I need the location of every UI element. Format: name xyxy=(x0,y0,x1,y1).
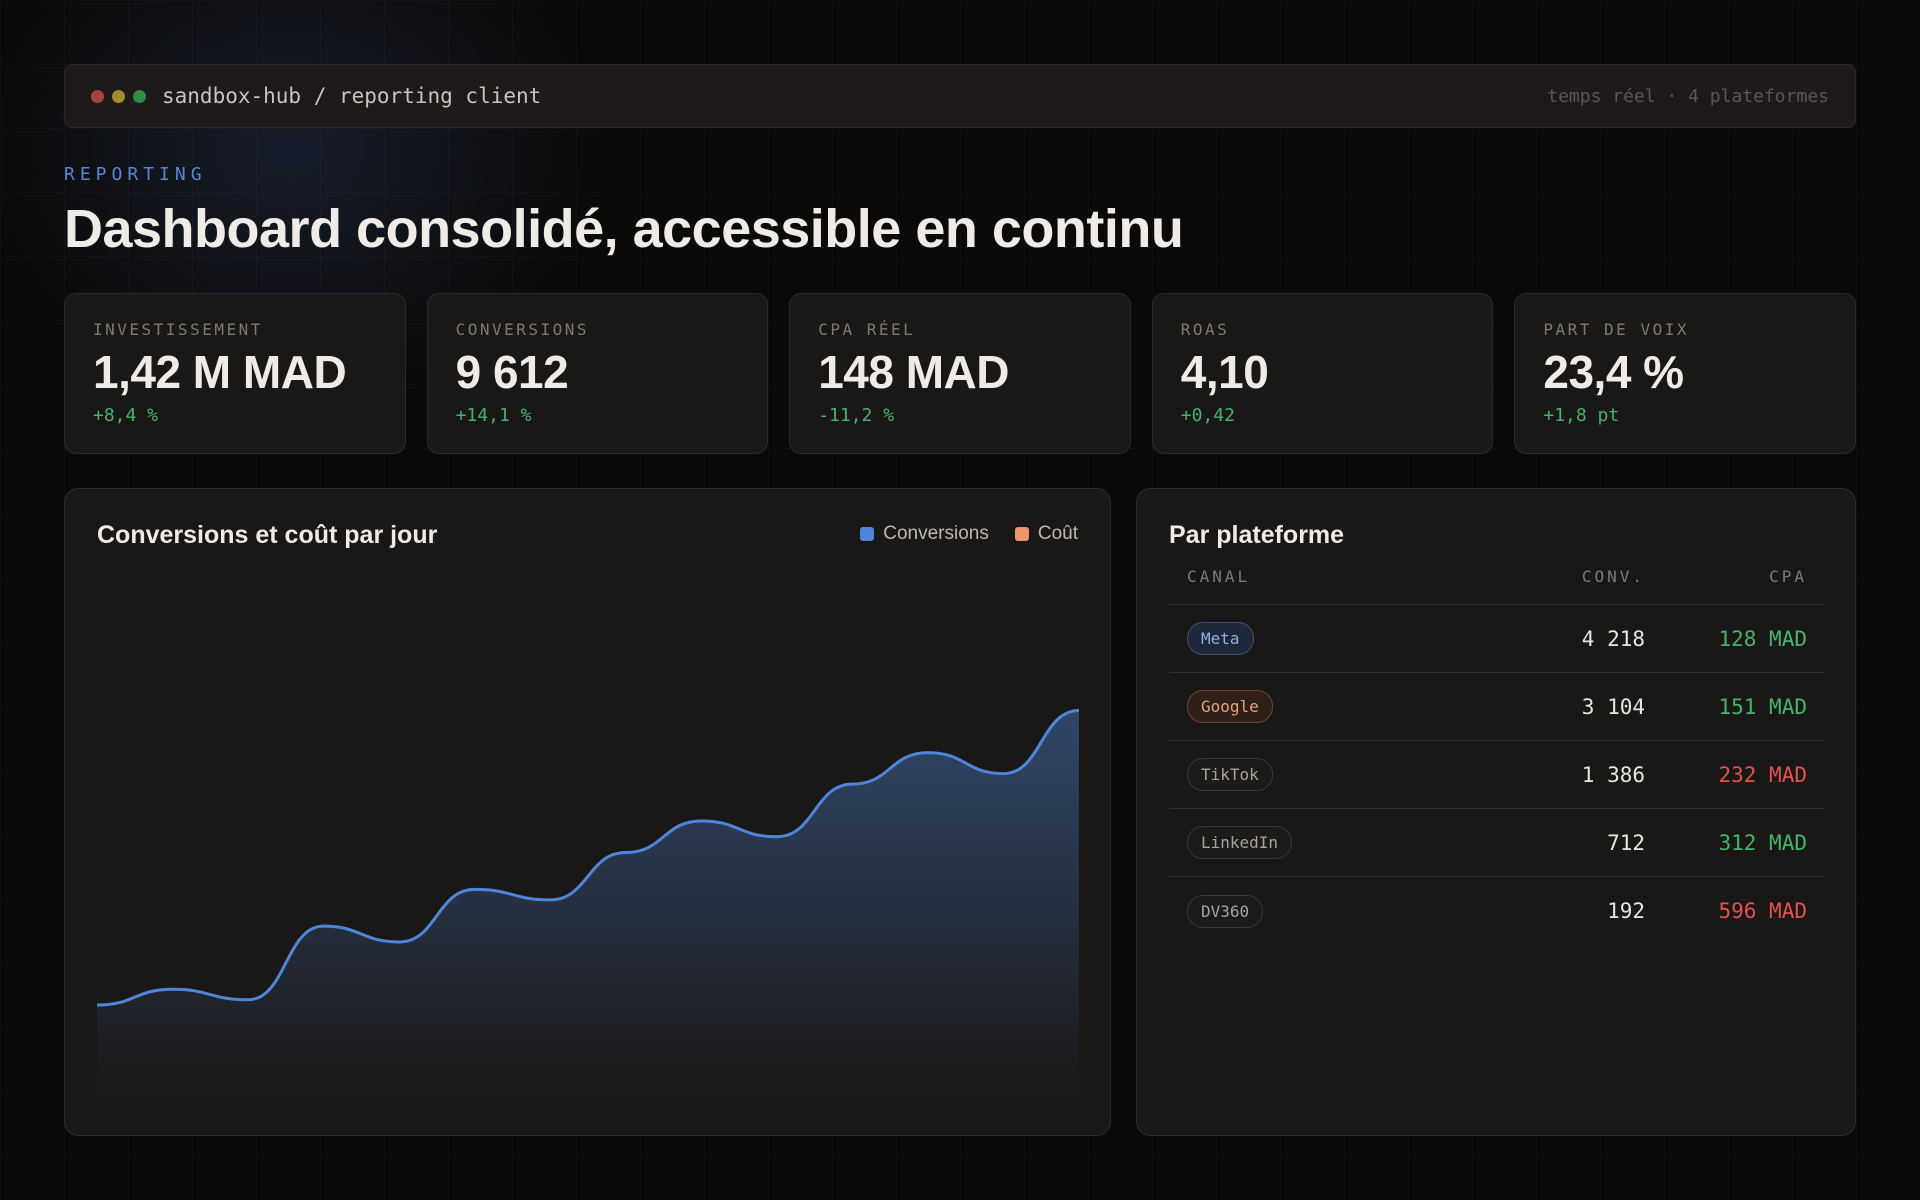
platform-table: CANAL CONV. CPA Meta 4 218 128 MAD Googl… xyxy=(1169,567,1825,945)
kpi-label: CPA RÉEL xyxy=(818,320,916,339)
cpa-cell: 151 MAD xyxy=(1718,694,1807,719)
legend-item-cout[interactable]: Coût xyxy=(1014,523,1078,545)
channel-badge: TikTok xyxy=(1187,758,1273,791)
data-point-9[interactable] xyxy=(771,831,783,843)
table-header: CANAL CONV. CPA xyxy=(1169,567,1825,605)
kpi-value: 148 MAD xyxy=(818,346,1009,398)
breadcrumb: sandbox-hub / reporting client xyxy=(162,84,542,108)
channel-badge: Google xyxy=(1187,690,1273,723)
kpi-value: 23,4 % xyxy=(1543,346,1684,398)
data-point-10[interactable] xyxy=(846,778,858,790)
cpa-cell: 312 MAD xyxy=(1718,830,1807,855)
window-controls xyxy=(91,89,146,103)
column-header-conv[interactable]: CONV. xyxy=(1581,567,1645,586)
kpi-label: ROAS xyxy=(1180,320,1230,339)
kpi-card-roas: ROAS 4,10 +0,42 xyxy=(1151,293,1494,454)
channel-badge: DV360 xyxy=(1187,894,1264,928)
table-row[interactable]: Google 3 104 151 MAD xyxy=(1169,673,1825,741)
legend-item-conversions[interactable]: Conversions xyxy=(860,523,989,545)
table-row[interactable]: DV360 192 596 MAD xyxy=(1169,877,1825,945)
legend-label: Coût xyxy=(1037,523,1078,544)
kpi-delta: +14,1 % xyxy=(455,405,532,426)
cpa-cell: 128 MAD xyxy=(1718,626,1807,651)
kpi-value: 9 612 xyxy=(455,346,569,398)
conversions-cell: 712 xyxy=(1607,830,1645,855)
window-titlebar: sandbox-hub / reporting client temps rée… xyxy=(64,64,1856,128)
kpi-label: CONVERSIONS xyxy=(455,320,590,339)
platform-title: Par plateforme xyxy=(1169,521,1345,549)
chart-title: Conversions et coût par jour xyxy=(97,521,438,549)
status-text: temps réel · 4 plateformes xyxy=(1547,85,1829,107)
table-row[interactable]: Meta 4 218 128 MAD xyxy=(1169,605,1825,673)
conversions-cell: 4 218 xyxy=(1581,626,1645,651)
kpi-value: 4,10 xyxy=(1180,346,1269,398)
data-point-4[interactable] xyxy=(393,936,405,948)
channel-badge: LinkedIn xyxy=(1187,826,1293,859)
chart-panel: Conversions et coût par jour Conversions… xyxy=(64,488,1111,1136)
cpa-cell: 232 MAD xyxy=(1718,762,1807,787)
kpi-label: INVESTISSEMENT xyxy=(93,320,263,339)
data-point-3[interactable] xyxy=(318,920,330,932)
legend-swatch xyxy=(1014,527,1029,541)
table-row[interactable]: TikTok 1 386 232 MAD xyxy=(1169,741,1825,809)
conversions-cell: 1 386 xyxy=(1581,762,1645,787)
section-eyebrow: REPORTING xyxy=(64,164,207,185)
kpi-card-part-de-voix: PART DE VOIX 23,4 % +1,8 pt xyxy=(1514,293,1856,454)
data-point-7[interactable] xyxy=(620,847,632,859)
legend-label: Conversions xyxy=(883,523,989,544)
data-point-1[interactable] xyxy=(167,983,179,995)
kpi-card-cpa: CPA RÉEL 148 MAD -11,2 % xyxy=(789,293,1131,454)
conversions-cell: 3 104 xyxy=(1581,694,1645,719)
maximize-dot[interactable] xyxy=(133,89,146,103)
kpi-card-investissement: INVESTISSEMENT 1,42 M MAD +8,4 % xyxy=(64,293,406,454)
data-point-11[interactable] xyxy=(922,747,934,759)
minimize-dot[interactable] xyxy=(112,89,125,103)
table-body: Meta 4 218 128 MAD Google 3 104 151 MAD … xyxy=(1169,605,1825,945)
kpi-value: 1,42 M MAD xyxy=(93,346,347,398)
platform-panel: Par plateforme CANAL CONV. CPA Meta 4 21… xyxy=(1136,488,1856,1136)
kpi-row: INVESTISSEMENT 1,42 M MAD +8,4 % CONVERS… xyxy=(64,293,1856,454)
conversions-area-fill xyxy=(97,710,1079,1105)
data-point-12[interactable] xyxy=(997,768,1009,780)
data-point-5[interactable] xyxy=(469,883,481,895)
channel-badge: Meta xyxy=(1187,622,1254,655)
legend-swatch xyxy=(860,527,875,541)
close-dot[interactable] xyxy=(91,89,104,103)
table-row[interactable]: LinkedIn 712 312 MAD xyxy=(1169,809,1825,877)
chart-legend: Conversions Coût xyxy=(860,523,1078,545)
data-point-2[interactable] xyxy=(242,994,254,1006)
conversions-cell: 192 xyxy=(1607,899,1645,923)
kpi-delta: +8,4 % xyxy=(93,405,159,426)
conversions-series-line xyxy=(97,709,1079,1007)
kpi-label: PART DE VOIX xyxy=(1543,320,1689,339)
conversions-area-chart xyxy=(97,709,1079,1105)
kpi-card-conversions: CONVERSIONS 9 612 +14,1 % xyxy=(426,293,769,454)
cpa-cell: 596 MAD xyxy=(1718,899,1807,923)
page-title: Dashboard consolidé, accessible en conti… xyxy=(64,199,1184,259)
column-header-cpa[interactable]: CPA xyxy=(1769,567,1807,586)
data-point-6[interactable] xyxy=(544,894,556,906)
kpi-delta: -11,2 % xyxy=(818,405,895,426)
kpi-delta: +0,42 xyxy=(1180,405,1235,426)
kpi-delta: +1,8 pt xyxy=(1543,405,1620,426)
column-header-canal[interactable]: CANAL xyxy=(1187,567,1251,586)
data-point-8[interactable] xyxy=(695,815,707,827)
